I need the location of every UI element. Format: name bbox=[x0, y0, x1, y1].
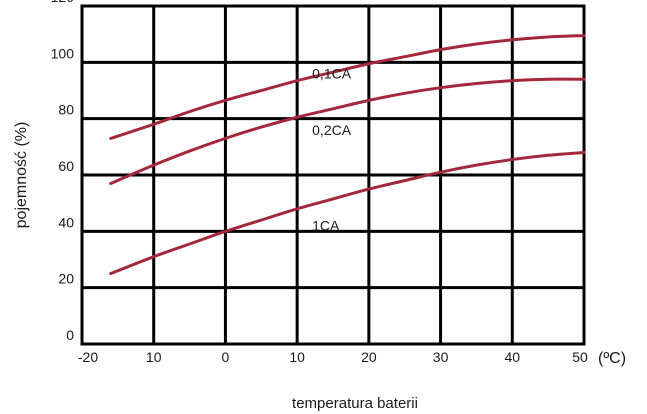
y-tick-label: 80 bbox=[58, 102, 74, 118]
y-tick-label: 120 bbox=[51, 0, 75, 5]
x-tick-label: 10 bbox=[289, 349, 305, 365]
x-tick-label: 40 bbox=[504, 349, 520, 365]
y-axis-title: pojemność (%) bbox=[13, 122, 30, 229]
series-labels: 0,1CA 0,2CA 1CA bbox=[312, 66, 352, 234]
y-tick-label: 20 bbox=[58, 271, 74, 287]
series-label: 0,2CA bbox=[312, 122, 352, 138]
y-tick-label: 0 bbox=[66, 327, 74, 343]
series-lines bbox=[109, 34, 586, 276]
grid bbox=[82, 6, 584, 344]
x-tick-label: 30 bbox=[433, 349, 449, 365]
x-tick-labels: -20 10 0 10 20 30 40 50 bbox=[78, 349, 588, 365]
x-tick-label: 20 bbox=[361, 349, 377, 365]
x-unit-label: (ºC) bbox=[598, 350, 626, 367]
y-tick-label: 40 bbox=[58, 214, 74, 230]
series-line bbox=[109, 34, 586, 140]
series-label: 1CA bbox=[312, 218, 340, 234]
series-line bbox=[109, 150, 586, 276]
x-tick-label: 0 bbox=[222, 349, 230, 365]
x-tick-label: 10 bbox=[146, 349, 162, 365]
series-line bbox=[109, 77, 586, 185]
x-axis-title: temperatura baterii bbox=[292, 395, 418, 412]
y-tick-label: 60 bbox=[58, 158, 74, 174]
series-label: 0,1CA bbox=[312, 66, 352, 82]
plot-frame bbox=[80, 4, 586, 346]
x-tick-label: 50 bbox=[572, 349, 588, 365]
y-tick-label: 100 bbox=[51, 45, 75, 61]
x-tick-label: -20 bbox=[78, 349, 98, 365]
y-tick-labels: 0 20 40 60 80 100 120 bbox=[51, 0, 75, 343]
